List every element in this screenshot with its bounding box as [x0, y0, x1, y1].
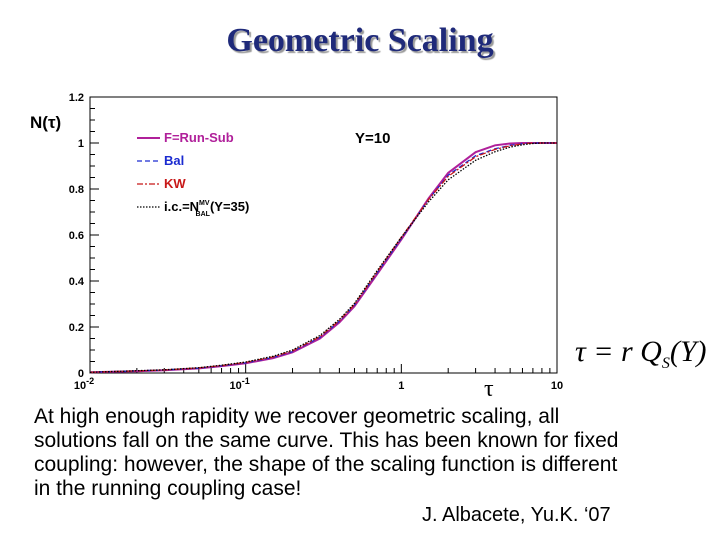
formula-lhs: τ = r Q: [575, 335, 662, 368]
scaling-formula: τ = r QS(Y): [575, 335, 707, 373]
x-tick-label: 1: [398, 380, 404, 392]
formula-rhs: (Y): [669, 335, 707, 368]
axis-ticks: [89, 96, 558, 374]
series-curves: [89, 142, 557, 374]
y-tick-label: 1.2: [69, 92, 84, 104]
scaling-chart: 00.20.40.60.811.2 10-2 10-1 1 10 F=Run-SubB…: [30, 92, 563, 400]
text-line: At high enough rapidity we recover geome…: [34, 405, 560, 428]
formula-sub: S: [661, 355, 670, 372]
slide-title: Geometric Scaling: [226, 22, 494, 59]
body-text: At high enough rapidity we recover geome…: [34, 405, 714, 501]
y-tick-label: 0.4: [69, 276, 85, 288]
legend-label: F=Run-Sub: [164, 130, 234, 145]
plot-frame: [89, 96, 558, 374]
x-axis-label: τ: [484, 376, 494, 400]
y-tick-label: 0.8: [69, 184, 84, 196]
y-tick-label: 0: [78, 368, 84, 380]
annotation-y10: Y=10: [355, 130, 390, 147]
text-line: solutions fall on the same curve. This h…: [34, 429, 619, 452]
x-tick-label: 10-1: [230, 376, 250, 392]
series-line: [89, 142, 557, 373]
x-tick-label: 10: [551, 380, 563, 392]
y-tick-label: 1: [78, 138, 84, 150]
y-axis-label: N(τ): [30, 113, 61, 132]
y-tick-label: 0.6: [69, 230, 84, 242]
y-tick-label: 0.2: [69, 322, 84, 334]
legend-label: KW: [164, 176, 186, 191]
legend-label: Bal: [164, 153, 184, 168]
text-line: in the running coupling case!: [34, 477, 302, 500]
y-tick-labels: 0 0.2 0.4 0.6 0.8 1 1.2: [69, 92, 85, 380]
text-line: coupling: however, the shape of the scal…: [34, 453, 618, 476]
citation: J. Albacete, Yu.K. ‘07: [422, 504, 611, 526]
x-tick-labels: 10-2 10-1 1 10: [74, 376, 563, 392]
